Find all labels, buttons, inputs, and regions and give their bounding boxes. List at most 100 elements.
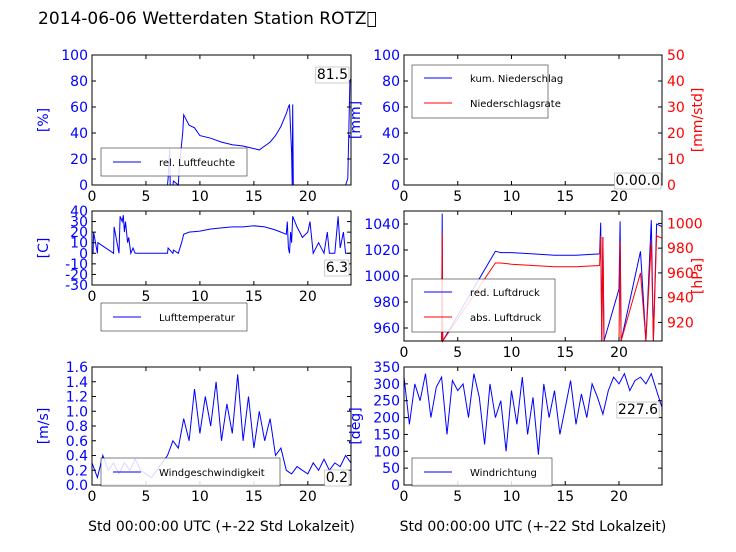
x-tick-label: 5 [453, 189, 462, 205]
legend-entry-label: Niederschlagsrate [470, 99, 561, 110]
y-tick-label: 980 [373, 295, 400, 311]
legend-entry-label: red. Luftdruck [470, 288, 540, 299]
value-label: 0.00.0 [615, 173, 660, 189]
y-tick-label: 80 [382, 74, 400, 90]
series-line-6-1 [403, 372, 663, 455]
value-label-box [616, 401, 660, 419]
x-tick-label: 15 [245, 189, 263, 205]
legend-entry-label: Lufttemperatur [159, 313, 236, 324]
legend-box [411, 64, 549, 119]
legend-entry-label: kum. Niederschlag [470, 74, 563, 85]
x-tick-label: 5 [141, 489, 150, 505]
x-tick-label: 5 [453, 345, 462, 361]
value-label: 227.6 [618, 402, 658, 418]
y-tick-label: 960 [373, 321, 400, 337]
x-tick-label: 10 [503, 345, 521, 361]
x-tick-label: 20 [299, 489, 317, 505]
y-tick-label: 20 [70, 225, 88, 241]
y-tick-label: 50 [382, 461, 400, 477]
y2-tick-label: 960 [667, 266, 694, 282]
y2-tick-label: 10 [667, 152, 685, 168]
y-tick-label: 60 [382, 100, 400, 116]
y-tick-label: 1.2 [66, 390, 88, 406]
plot-frame-3 [91, 210, 352, 286]
y-axis-label: [deg] [348, 407, 364, 444]
y-tick-label: 1000 [364, 269, 400, 285]
y-tick-label: 200 [373, 411, 400, 427]
value-label: 6.3 [326, 260, 348, 276]
x-tick-label: 5 [141, 289, 150, 305]
legend-entry-label: rel. Luftfeuchte [159, 158, 235, 169]
plot-frame-2 [403, 54, 663, 186]
y-tick-label: 150 [373, 427, 400, 443]
y2-tick-label: 50 [667, 48, 685, 64]
y-tick-label: 60 [70, 100, 88, 116]
x-tick-label: 15 [245, 489, 263, 505]
x-tick-label: 10 [191, 489, 209, 505]
chart-title: 2014-06-06 Wetterdaten Station ROTZ  [38, 9, 377, 29]
y-tick-label: 0.4 [66, 449, 88, 465]
y-tick-label: 30 [70, 215, 88, 231]
x-tick-label: 10 [191, 189, 209, 205]
x-tick-label: 15 [245, 289, 263, 305]
y2-tick-label: 30 [667, 100, 685, 116]
y-tick-label: 40 [70, 126, 88, 142]
x-axis-label: Std 00:00:00 UTC (+-22 Std Lokalzeit) [88, 519, 355, 535]
y-tick-label: 350 [373, 360, 400, 376]
y2-tick-label: 0 [667, 178, 676, 194]
y-tick-label: 100 [61, 48, 88, 64]
y-tick-label: 0.0 [66, 478, 88, 494]
y-axis-label: [m/s] [36, 408, 52, 445]
y-tick-label: -10 [65, 257, 88, 273]
y-tick-label: 0 [391, 178, 400, 194]
y-tick-label: 1.6 [66, 360, 88, 376]
y-tick-label: 1.4 [66, 375, 88, 391]
x-tick-label: 5 [141, 189, 150, 205]
y-axis-label: [C] [36, 238, 52, 259]
y2-tick-label: 1000 [667, 216, 703, 232]
value-label: 0.2 [326, 470, 348, 486]
y-tick-label: 40 [382, 126, 400, 142]
x-tick-label: 15 [556, 189, 574, 205]
y-tick-label: 1020 [364, 243, 400, 259]
x-tick-label: 20 [610, 345, 628, 361]
legend-entry-label: Windrichtung [470, 468, 537, 479]
x-tick-label: 5 [453, 489, 462, 505]
x-tick-label: 20 [610, 189, 628, 205]
x-tick-label: 0 [400, 489, 409, 505]
y-tick-label: 0 [79, 178, 88, 194]
y-tick-label: 0.8 [66, 419, 88, 435]
y2-axis-label: [mm/std] [690, 88, 706, 153]
value-label: 81.5 [317, 67, 348, 83]
x-tick-label: 20 [299, 189, 317, 205]
y2-tick-label: 920 [667, 315, 694, 331]
x-tick-label: 0 [88, 489, 97, 505]
x-tick-label: 10 [503, 489, 521, 505]
y-tick-label: 1.0 [66, 404, 88, 420]
value-label-box [315, 66, 350, 84]
y2-axis-label: [hPa] [690, 258, 706, 294]
legend-entry-label: abs. Luftdruck [470, 313, 541, 324]
x-tick-label: 10 [191, 289, 209, 305]
y-tick-label: 20 [70, 152, 88, 168]
y-tick-label: 20 [382, 152, 400, 168]
y-tick-label: -20 [65, 267, 88, 283]
y-axis-label: [mm] [348, 101, 364, 139]
y-tick-label: 100 [373, 444, 400, 460]
x-tick-label: 15 [556, 345, 574, 361]
y2-tick-label: 20 [667, 126, 685, 142]
y-tick-label: 10 [70, 236, 88, 252]
x-tick-label: 0 [88, 189, 97, 205]
value-label-box [614, 172, 662, 190]
x-tick-label: 0 [400, 189, 409, 205]
y2-tick-label: 40 [667, 74, 685, 90]
series-line-3-1 [92, 215, 351, 256]
x-tick-label: 20 [299, 289, 317, 305]
y-tick-label: 1040 [364, 217, 400, 233]
y2-tick-label: 980 [667, 241, 694, 257]
y-tick-label: 300 [373, 377, 400, 393]
legend-box [411, 278, 556, 333]
y-tick-label: 40 [70, 204, 88, 220]
x-tick-label: 0 [400, 345, 409, 361]
